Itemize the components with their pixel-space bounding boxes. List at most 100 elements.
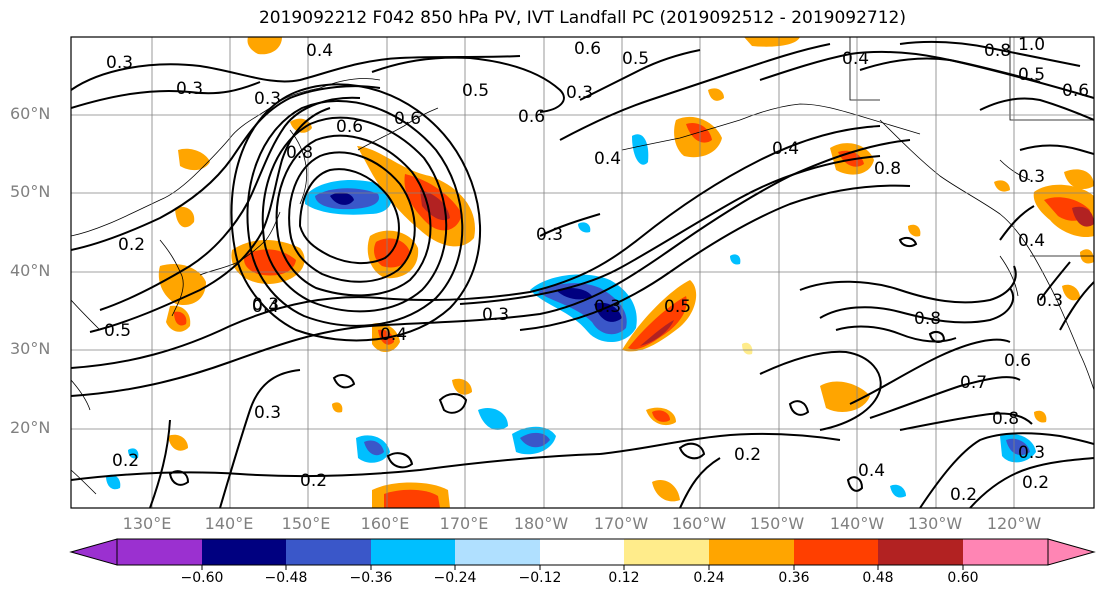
colorbar-segment (202, 539, 286, 565)
pv-fill (420, 190, 450, 221)
ivt-contour (788, 400, 810, 416)
ivt-contour (859, 57, 1041, 83)
pv-fill (158, 263, 206, 306)
contour-label: 0.4 (252, 297, 279, 317)
contour-label: 0.8 (992, 409, 1019, 429)
ivt-contour (332, 374, 356, 389)
pv-fill (742, 342, 753, 355)
ivt-contour (1019, 144, 1094, 155)
pv-fill (106, 474, 121, 490)
colorbar-segment (540, 539, 624, 565)
ivt-contour (819, 287, 1015, 324)
ivt-contour (71, 453, 601, 481)
ivt-contour (899, 40, 1081, 67)
contour-label: 0.5 (622, 49, 649, 69)
pv-fill (708, 88, 724, 101)
pv-fill (174, 311, 187, 326)
contour-label: 0.3 (1018, 167, 1045, 187)
pv-fill (175, 206, 195, 228)
pv-fill (452, 378, 472, 395)
pv-fill (820, 381, 870, 412)
ivt-contour (599, 432, 841, 455)
lon-label-150e: 150°E (281, 514, 331, 533)
map-frame (70, 36, 1095, 509)
colorbar-segment (878, 539, 963, 565)
contour-label: 0.5 (104, 321, 131, 341)
coastline (1029, 249, 1094, 391)
contour-label: 0.4 (306, 41, 333, 61)
ivt-contour (899, 412, 1033, 431)
contour-label: 0.3 (254, 403, 281, 423)
ivt-contour (230, 83, 482, 342)
contour-label: 0.8 (984, 41, 1011, 61)
coastline (739, 103, 921, 135)
ivt-contour (559, 43, 831, 141)
lon-label-130e: 130°E (122, 514, 172, 533)
lon-label-170e: 170°E (439, 514, 489, 533)
ivt-contour (438, 393, 468, 414)
lat-label-40n: 40°N (10, 261, 51, 280)
ivt-contour (979, 97, 1094, 121)
ivt-contour (919, 432, 1094, 508)
pv-fill (744, 37, 800, 47)
contour-label: 0.5 (462, 81, 489, 101)
lat-label-30n: 30°N (10, 339, 51, 358)
pv-fill (520, 432, 550, 448)
pv-fill (1062, 284, 1080, 301)
cb-tick-p048: 0.48 (862, 570, 894, 586)
contour-label: 0.4 (380, 325, 407, 345)
pv-fill (652, 410, 670, 422)
contour-label: 0.2 (300, 471, 327, 491)
ivt-contour (168, 470, 190, 486)
ivt-contour (679, 457, 721, 508)
coastline (1009, 37, 1094, 121)
lon-label-170w: 170°W (593, 514, 649, 533)
pv-fill (652, 480, 680, 502)
gridlines (71, 37, 1094, 508)
ivt-contour (869, 376, 1021, 419)
lon-label-140w: 140°W (829, 514, 885, 533)
pv-fill (730, 254, 741, 265)
pv-fill (384, 489, 440, 508)
ivt-contour (246, 100, 464, 327)
pv-fill (247, 37, 282, 55)
pv-fill (374, 238, 410, 268)
pv-fill (478, 407, 508, 430)
pv-fill (556, 288, 592, 300)
coastlines (71, 37, 1094, 495)
colorbar-extend-left (69, 538, 118, 566)
ivt-contour (275, 134, 432, 297)
cb-tick-n060: −0.60 (180, 570, 224, 586)
contour-label: 0.8 (286, 143, 313, 163)
ivt-contours (71, 40, 1094, 508)
lon-label-180w: 180°W (513, 514, 569, 533)
colorbar-segment (371, 539, 455, 565)
pv-fill (640, 320, 674, 346)
contour-label: 0.6 (336, 117, 363, 137)
colorbar-segment (624, 539, 709, 565)
ivt-contour (71, 125, 881, 369)
colorbar-extend-right (1047, 538, 1096, 566)
coastline (849, 37, 880, 101)
lon-label-160e: 160°E (360, 514, 410, 533)
contour-label: 0.4 (1018, 231, 1045, 251)
coastline (71, 379, 91, 411)
colorbar-segment (117, 539, 202, 565)
colorbar (69, 538, 1096, 570)
ivt-contour (149, 419, 171, 508)
contour-label: 0.3 (594, 297, 621, 317)
contour-label: 0.6 (574, 39, 601, 59)
pv-fill (594, 302, 622, 322)
lon-label-130w: 130°W (907, 514, 963, 533)
lon-label-120w: 120°W (986, 514, 1042, 533)
pv-fill (364, 440, 384, 456)
contour-label: 0.4 (594, 149, 621, 169)
contour-label: 0.3 (482, 305, 509, 325)
ivt-contour (89, 107, 331, 333)
ivt-contour (288, 151, 416, 283)
colorbar-segment (963, 539, 1048, 565)
pv-fill (332, 402, 343, 413)
contour-label: 0.5 (1018, 65, 1045, 85)
contour-label: 0.3 (1018, 443, 1045, 463)
pv-fill (178, 148, 210, 171)
